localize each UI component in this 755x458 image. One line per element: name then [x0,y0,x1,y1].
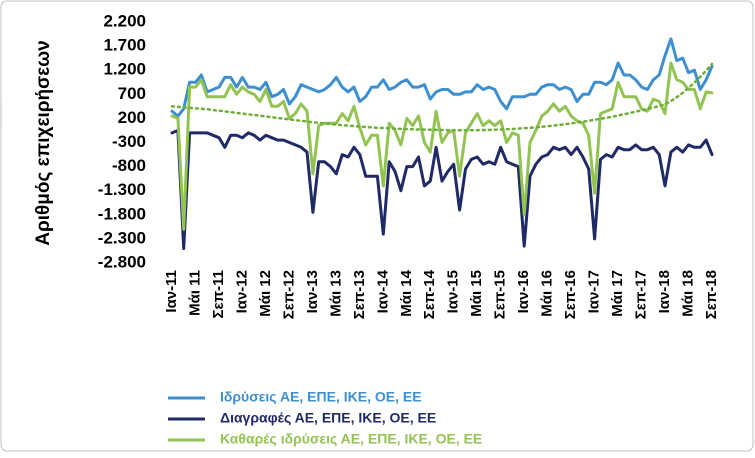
x-tick-label: Μάι 15 [468,270,485,317]
y-tick-label: -1.300 [98,180,146,199]
x-tick-label: Ιαν-18 [656,270,673,313]
x-tick-label: Ιαν-12 [233,270,250,313]
y-tick-label: -1.800 [98,204,146,223]
y-tick-label: 200 [118,108,146,127]
y-tick-label: -800 [112,156,146,175]
x-tick-label: Σεπ-17 [633,270,650,319]
x-tick-label: Ιαν-14 [374,269,391,313]
x-tick-label: Μάι 16 [539,270,556,317]
x-tick-label: Ιαν-15 [445,270,462,313]
x-tick-label: Σεπ-11 [210,270,227,318]
y-tick-label: -300 [112,132,146,151]
x-tick-label: Ιαν-13 [304,270,321,313]
legend-label: Διαγραφές ΑΕ, ΕΠΕ, ΙΚΕ, ΟΕ, ΕΕ [220,410,436,426]
x-tick-label: Σεπ-13 [351,270,368,319]
x-tick-label: Σεπ-12 [280,270,297,319]
legend-label: Ιδρύσεις ΑΕ, ΕΠΕ, ΙΚΕ, ΟΕ, ΕΕ [220,389,422,405]
y-tick-label: 1.700 [103,36,146,55]
x-tick-label: Ιαν-17 [586,270,603,313]
x-tick-label: Σεπ-18 [703,270,720,319]
x-tick-label: Σεπ-15 [492,270,509,319]
y-tick-label: 700 [118,84,146,103]
x-tick-label: Ιαν-11 [163,270,180,313]
legend-label: Καθαρές ιδρύσεις ΑΕ, ΕΠΕ, ΙΚΕ, ΟΕ, ΕΕ [220,431,482,447]
x-tick-label: Μάι 13 [327,270,344,317]
y-tick-label: 2.200 [103,11,146,30]
x-tick-label: Μάι 17 [609,270,626,317]
y-tick-label: -2.800 [98,252,146,271]
series-line [170,37,714,118]
x-tick-label: Σεπ-14 [421,269,438,319]
x-tick-label: Ιαν-16 [515,270,532,313]
series-line [170,128,714,250]
x-tick-label: Μάι 12 [257,270,274,317]
x-tick-label: Μάι 14 [398,269,415,316]
series-line [170,61,714,231]
y-tick-label: -2.300 [98,228,146,247]
x-tick-label: Μάι 18 [679,270,696,317]
y-tick-label: 1.200 [103,60,146,79]
y-axis-title: Αριθμός επιχειρήσεων [33,40,54,245]
trend-line [170,62,714,132]
x-tick-label: Μάι 11 [186,270,203,316]
x-tick-label: Σεπ-16 [562,270,579,319]
